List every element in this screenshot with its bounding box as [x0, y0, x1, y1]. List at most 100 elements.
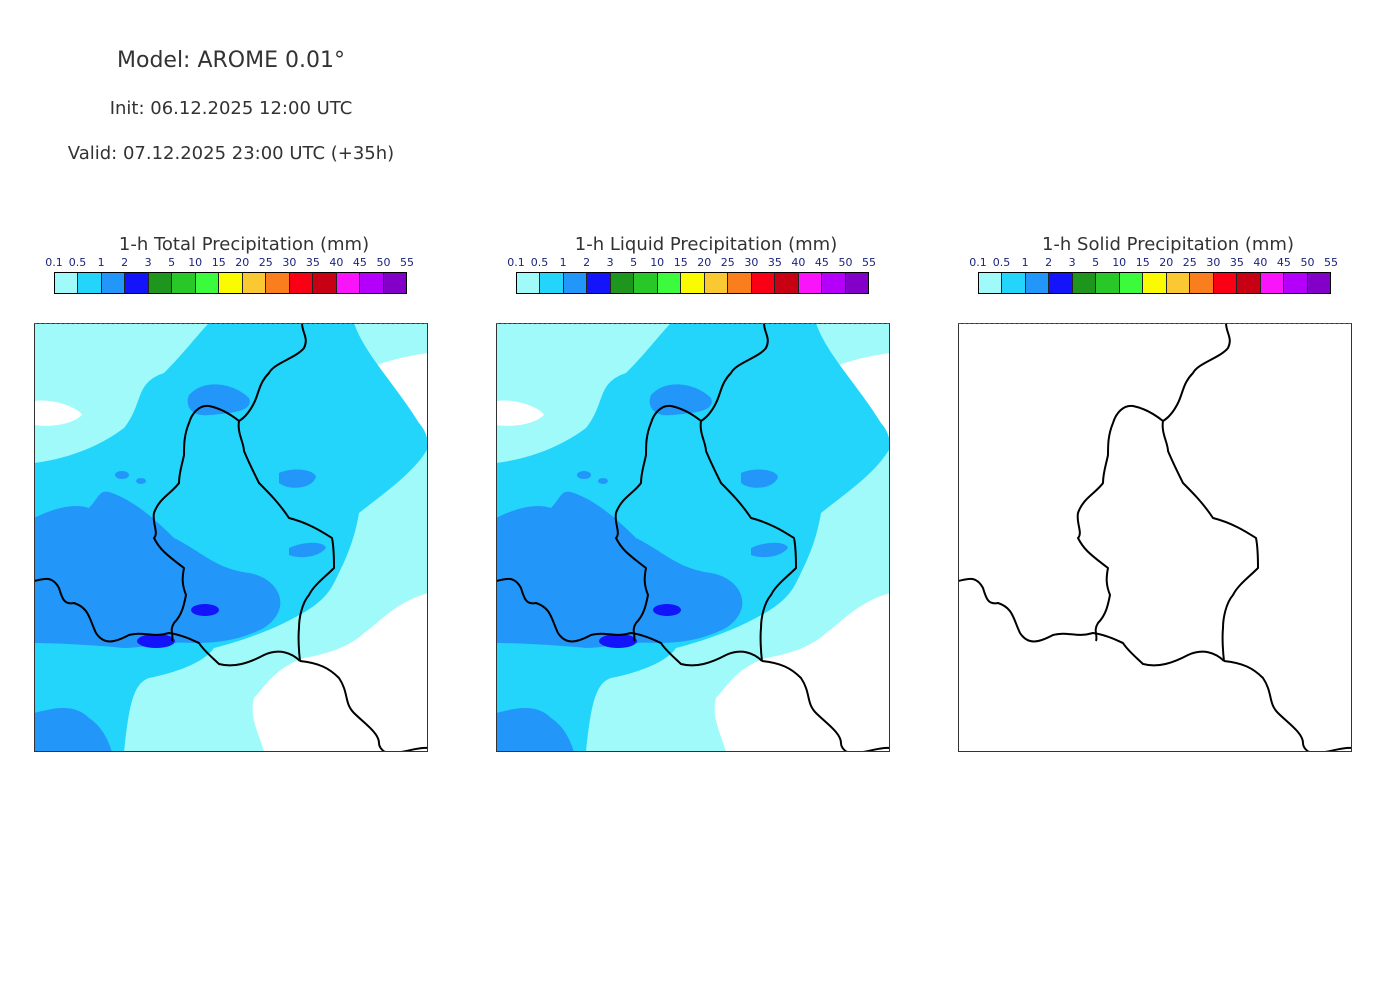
colorbar-segment — [1166, 273, 1191, 293]
colorbar-segment — [1143, 273, 1167, 293]
colorbar-tick-label: 55 — [400, 256, 414, 269]
colorbar-tick-label: 55 — [862, 256, 876, 269]
no-precip-area — [714, 593, 890, 752]
colorbar-tick-label: 0.5 — [992, 256, 1011, 269]
colorbar-segment — [195, 273, 220, 293]
colorbar-tick-label: 10 — [188, 256, 203, 269]
country-border — [34, 577, 301, 667]
precip-1-area — [34, 708, 112, 752]
colorbar-tick-label: 50 — [838, 256, 853, 269]
colorbar-segment — [775, 273, 799, 293]
colorbar-tick-label: 35 — [1229, 256, 1244, 269]
colorbar-tick-label: 2 — [121, 256, 129, 269]
colorbar-tick-label: 10 — [1112, 256, 1127, 269]
colorbar — [54, 272, 407, 294]
precip-1-area — [598, 478, 608, 484]
colorbar — [978, 272, 1331, 294]
colorbar-segment — [172, 273, 196, 293]
country-border — [496, 577, 763, 667]
colorbar-segment — [1096, 273, 1120, 293]
colorbar-tick-label: 0.1 — [969, 256, 987, 269]
map-total — [34, 323, 428, 752]
precip-1-area — [136, 478, 146, 484]
map-frame — [958, 323, 1352, 752]
colorbar-tick-label: 30 — [744, 256, 759, 269]
colorbar-tick-label: 45 — [352, 256, 367, 269]
colorbar-segment — [360, 273, 384, 293]
country-border — [761, 660, 849, 752]
colorbar-segment — [634, 273, 658, 293]
colorbar-segment — [1072, 273, 1097, 293]
colorbar-segment — [979, 273, 1003, 293]
panel-solid: 1-h Solid Precipitation (mm) 0.1 0.5 1 2 3 5 1… — [958, 230, 1378, 760]
panel-total: 1-h Total Precipitation (mm) 0.1 0.5 1 2 3 5 1… — [34, 230, 454, 760]
colorbar-segment — [219, 273, 243, 293]
colorbar-tick-label: 40 — [1253, 256, 1268, 269]
colorbar-tick-label: 0.1 — [507, 256, 525, 269]
colorbar-tick-label: 2 — [1045, 256, 1053, 269]
colorbar-tick-label: 50 — [376, 256, 391, 269]
colorbar-segment — [242, 273, 267, 293]
valid-time: Valid: 07.12.2025 23:00 UTC (+35h) — [67, 143, 395, 164]
colorbar-segment — [1002, 273, 1026, 293]
colorbar-segment — [78, 273, 102, 293]
colorbar-tick-label: 1 — [97, 256, 105, 269]
colorbar-segment — [563, 273, 588, 293]
colorbar-tick-label: 55 — [1324, 256, 1338, 269]
colorbar-segment — [540, 273, 564, 293]
colorbar-segment — [517, 273, 541, 293]
country-border — [299, 660, 387, 752]
colorbar-tick-label: 5 — [168, 256, 176, 269]
panel-title-solid: 1-h Solid Precipitation (mm) — [1041, 234, 1294, 255]
colorbar-segment — [1049, 273, 1073, 293]
precip-2-area — [599, 634, 637, 648]
colorbar-segment — [289, 273, 314, 293]
precip-2-area — [137, 634, 175, 648]
colorbar-tick-label: 40 — [791, 256, 806, 269]
precip-1-area — [496, 708, 574, 752]
colorbar-tick-label: 40 — [329, 256, 344, 269]
colorbar-tick-label: 5 — [630, 256, 638, 269]
colorbar-segment — [845, 273, 869, 293]
colorbar-segment — [266, 273, 290, 293]
colorbar-tick-label: 35 — [305, 256, 320, 269]
colorbar-tick-label: 0.5 — [530, 256, 549, 269]
colorbar-segment — [336, 273, 361, 293]
colorbar-tick-label: 35 — [767, 256, 782, 269]
map-liquid — [496, 323, 890, 752]
colorbar-tick-label: 25 — [1182, 256, 1197, 269]
colorbar-tick-label: 3 — [606, 256, 614, 269]
colorbar-labels: 0.1 0.5 1 2 3 5 10 15 20 25 30 35 40 45 50 55 — [507, 256, 876, 269]
colorbar-tick-label: 25 — [720, 256, 735, 269]
colorbar-segment — [1284, 273, 1308, 293]
colorbar-segment — [313, 273, 337, 293]
colorbar-segment — [704, 273, 729, 293]
country-border — [614, 404, 702, 642]
colorbar-tick-label: 45 — [1276, 256, 1291, 269]
colorbar-segment — [1213, 273, 1238, 293]
init-time: Init: 06.12.2025 12:00 UTC — [109, 98, 353, 119]
colorbar-tick-label: 2 — [583, 256, 591, 269]
colorbar-segment — [1025, 273, 1050, 293]
precip-1-area — [751, 542, 788, 558]
colorbar-tick-label: 10 — [650, 256, 665, 269]
colorbar-tick-label: 5 — [1092, 256, 1100, 269]
model-title: Model: AROME 0.01° — [117, 48, 345, 73]
no-precip-area — [252, 593, 428, 752]
precip-1-area — [279, 469, 316, 488]
precip-1-area — [289, 542, 326, 558]
panel-title-total: 1-h Total Precipitation (mm) — [118, 234, 370, 255]
colorbar-segment — [657, 273, 682, 293]
colorbar-segment — [383, 273, 407, 293]
colorbar-segment — [1260, 273, 1285, 293]
precip-1-area — [741, 469, 778, 488]
colorbar-tick-label: 3 — [1068, 256, 1076, 269]
precip-1-area — [649, 384, 712, 416]
colorbar-tick-label: 1 — [559, 256, 567, 269]
colorbar-segment — [1307, 273, 1331, 293]
country-border — [237, 323, 335, 662]
colorbar-segment — [681, 273, 705, 293]
country-border — [1223, 660, 1311, 752]
colorbar-segment — [610, 273, 635, 293]
colorbar-labels: 0.1 0.5 1 2 3 5 10 15 20 25 30 35 40 45 50 55 — [969, 256, 1338, 269]
